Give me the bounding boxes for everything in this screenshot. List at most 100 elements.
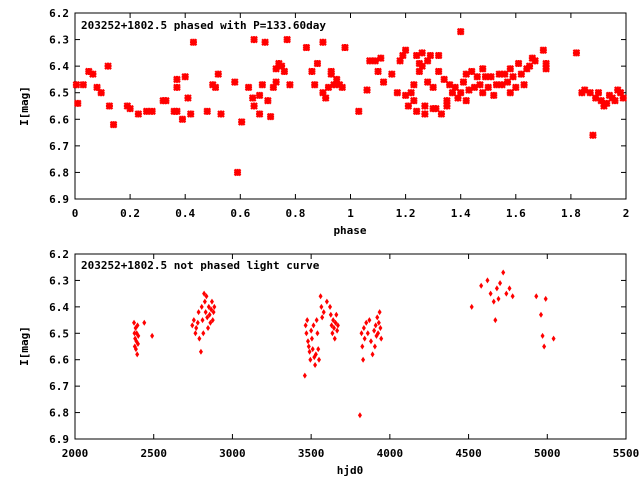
data-point xyxy=(189,38,198,47)
data-point xyxy=(368,338,373,345)
data-point xyxy=(317,356,322,363)
data-point xyxy=(314,317,319,324)
data-point xyxy=(456,27,465,36)
data-point xyxy=(186,110,195,118)
data-point xyxy=(448,88,457,97)
data-point xyxy=(319,88,327,97)
data-point xyxy=(209,298,214,305)
data-point xyxy=(498,280,503,287)
data-point xyxy=(484,83,493,92)
x-tick-label: 5000 xyxy=(534,447,561,460)
data-point xyxy=(266,112,275,121)
data-point xyxy=(489,91,498,100)
data-point xyxy=(378,325,383,331)
x-axis-ticks: 2000 2500 3000 3500 4000 4500 5000 5500 xyxy=(62,254,639,460)
data-point xyxy=(520,80,528,89)
data-point xyxy=(594,88,603,97)
data-point xyxy=(302,43,311,52)
data-point xyxy=(135,351,140,358)
data-point xyxy=(173,107,181,116)
data-point xyxy=(602,99,611,108)
data-point xyxy=(412,51,421,60)
data-point xyxy=(162,96,170,105)
data-point xyxy=(399,51,407,60)
data-point xyxy=(321,309,326,316)
data-point xyxy=(488,290,493,297)
data-point xyxy=(445,80,454,89)
data-point xyxy=(361,356,366,363)
data-point xyxy=(506,88,515,97)
data-point xyxy=(302,372,307,379)
data-point xyxy=(178,115,187,124)
data-point xyxy=(341,43,349,52)
data-point xyxy=(272,78,280,86)
data-point xyxy=(320,314,325,321)
x-axis-label: hjd0 xyxy=(337,464,364,477)
y-tick-label: 6.6 xyxy=(49,354,69,367)
data-point xyxy=(491,298,496,305)
data-point xyxy=(303,322,308,329)
data-point xyxy=(210,317,215,324)
data-point xyxy=(207,311,212,318)
data-point xyxy=(370,351,375,358)
data-point xyxy=(134,110,143,118)
data-point xyxy=(495,70,504,78)
data-point xyxy=(437,110,446,118)
data-points xyxy=(72,27,628,177)
data-point xyxy=(354,107,363,116)
x-tick-label: 4000 xyxy=(377,447,404,460)
data-point xyxy=(258,80,267,89)
data-point xyxy=(73,99,82,108)
data-point xyxy=(200,317,205,324)
data-point xyxy=(135,340,140,347)
data-point xyxy=(209,306,214,313)
data-point xyxy=(501,269,506,276)
data-point xyxy=(517,70,526,78)
y-tick-label: 6.2 xyxy=(49,7,69,20)
plot-frame xyxy=(74,12,627,200)
data-point xyxy=(335,322,340,329)
data-point xyxy=(478,65,487,73)
data-point xyxy=(616,88,625,97)
data-point xyxy=(202,298,207,305)
x-tick-label: 1.8 xyxy=(561,207,581,220)
data-point xyxy=(329,322,334,329)
data-point xyxy=(503,78,512,86)
data-point xyxy=(366,57,374,65)
data-point xyxy=(364,319,369,326)
data-point xyxy=(104,62,112,70)
data-point xyxy=(443,102,451,110)
data-point xyxy=(309,335,314,342)
data-point xyxy=(205,314,210,321)
data-point xyxy=(432,104,440,113)
data-point xyxy=(190,322,195,329)
data-point xyxy=(467,67,476,76)
x-tick-label: 4500 xyxy=(455,447,482,460)
data-point xyxy=(586,88,594,97)
data-point xyxy=(372,327,377,334)
data-point xyxy=(208,319,213,326)
data-point xyxy=(365,330,370,337)
data-point xyxy=(412,107,421,116)
data-point xyxy=(307,348,312,355)
data-point xyxy=(313,59,322,68)
data-point xyxy=(434,67,443,76)
data-point xyxy=(492,80,501,89)
data-point xyxy=(231,78,239,86)
y-tick-label: 6.9 xyxy=(49,193,69,206)
data-point xyxy=(93,83,101,92)
data-point xyxy=(367,317,372,324)
data-point xyxy=(470,83,479,92)
data-point xyxy=(305,338,310,345)
data-point xyxy=(531,57,539,65)
data-point xyxy=(504,290,509,297)
data-point xyxy=(196,309,201,316)
data-point xyxy=(84,67,93,76)
data-point xyxy=(459,78,468,86)
data-point xyxy=(418,62,426,70)
data-point xyxy=(304,330,309,337)
data-point xyxy=(142,107,151,116)
data-point xyxy=(509,72,517,81)
data-point xyxy=(316,346,321,353)
